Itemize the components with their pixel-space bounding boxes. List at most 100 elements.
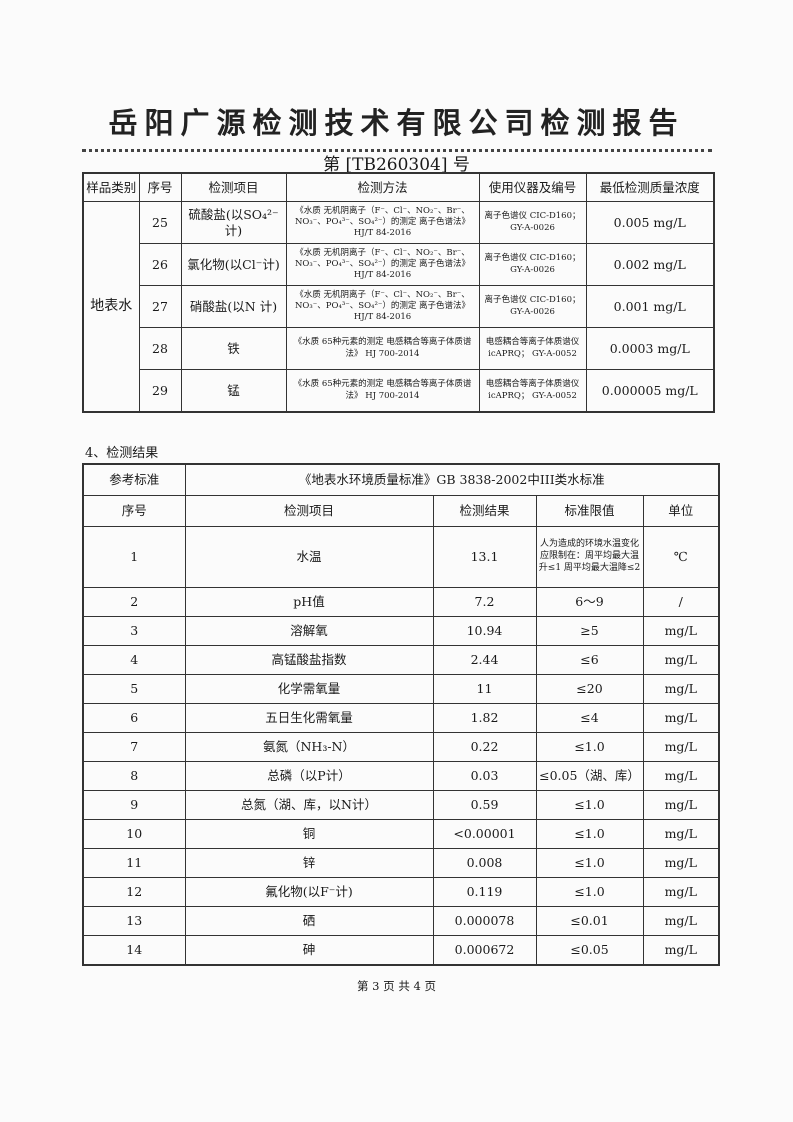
- row-no: 26: [138, 243, 182, 286]
- row-item: 化学需氧量: [184, 674, 434, 704]
- row-item: 五日生化需氧量: [184, 703, 434, 733]
- row-unit: mg/L: [642, 935, 720, 966]
- row-result: 1.82: [432, 703, 537, 733]
- header-cell: 使用仪器及编号: [478, 172, 587, 202]
- row-result: <0.00001: [432, 819, 537, 849]
- page-footer: 第 3 页 共 4 页: [357, 979, 436, 993]
- table-row: 11 锌 0.008 ≤1.0 mg/L: [82, 848, 720, 878]
- row-no: 28: [138, 327, 182, 370]
- row-item: 氟化物(以F⁻计): [184, 877, 434, 907]
- reference-label: 参考标准: [82, 463, 186, 496]
- row-limit: ≤0.05: [535, 935, 644, 966]
- row-unit: ℃: [642, 526, 720, 588]
- row-item: 硫酸盐(以SO₄²⁻计): [180, 201, 287, 244]
- table-row: 13 硒 0.000078 ≤0.01 mg/L: [82, 906, 720, 936]
- row-limit: 0.000005 mg/L: [585, 369, 715, 413]
- row-result: 0.03: [432, 761, 537, 791]
- table-row: 3 溶解氧 10.94 ≥5 mg/L: [82, 616, 720, 646]
- table-row: 10 铜 <0.00001 ≤1.0 mg/L: [82, 819, 720, 849]
- reference-row: 参考标准 《地表水环境质量标准》GB 3838-2002中III类水标准: [82, 463, 720, 496]
- table-row: 4 高锰酸盐指数 2.44 ≤6 mg/L: [82, 645, 720, 675]
- row-no: 8: [82, 761, 186, 791]
- row-unit: mg/L: [642, 790, 720, 820]
- row-item: 硝酸盐(以N 计): [180, 285, 287, 328]
- row-no: 3: [82, 616, 186, 646]
- row-limit: 人为造成的环境水温变化应限制在：周平均最大温升≤1 周平均最大温降≤2: [535, 526, 644, 588]
- report-number: 第 [TB260304] 号: [323, 155, 470, 175]
- table-row: 5 化学需氧量 11 ≤20 mg/L: [82, 674, 720, 704]
- dotted-divider: [82, 149, 712, 152]
- row-no: 25: [138, 201, 182, 244]
- table-row: 29 锰 《水质 65种元素的测定 电感耦合等离子体质谱法》 HJ 700-20…: [83, 369, 715, 413]
- row-item: 硒: [184, 906, 434, 936]
- header-cell: 检测项目: [180, 172, 287, 202]
- row-unit: mg/L: [642, 645, 720, 675]
- header-cell: 检测项目: [184, 495, 434, 527]
- table-row: 地表水 25 硫酸盐(以SO₄²⁻计) 《水质 无机阴离子（F⁻、Cl⁻、NO₂…: [82, 201, 715, 413]
- header-cell: 检测结果: [432, 495, 537, 527]
- row-no: 12: [82, 877, 186, 907]
- header-cell: 样品类别: [82, 172, 140, 202]
- row-method: 《水质 无机阴离子（F⁻、Cl⁻、NO₂⁻、Br⁻、NO₃⁻、PO₄³⁻、SO₄…: [285, 201, 480, 244]
- row-limit: ≥5: [535, 616, 644, 646]
- sample-type: 地表水: [82, 201, 140, 413]
- row-unit: mg/L: [642, 848, 720, 878]
- row-result: 0.119: [432, 877, 537, 907]
- reference-standard: 《地表水环境质量标准》GB 3838-2002中III类水标准: [184, 463, 720, 496]
- row-result: 11: [432, 674, 537, 704]
- row-item: 水温: [184, 526, 434, 588]
- method-table: 样品类别 序号 检测项目 检测方法 使用仪器及编号 最低检测质量浓度 地表水 2…: [82, 172, 715, 413]
- row-result: 0.008: [432, 848, 537, 878]
- row-limit: 0.001 mg/L: [585, 285, 715, 328]
- table-row: 28 铁 《水质 65种元素的测定 电感耦合等离子体质谱法》 HJ 700-20…: [83, 327, 715, 370]
- row-item: 铜: [184, 819, 434, 849]
- header-cell: 序号: [138, 172, 182, 202]
- row-item: 高锰酸盐指数: [184, 645, 434, 675]
- result-table-header: 序号 检测项目 检测结果 标准限值 单位: [82, 495, 720, 527]
- result-table: 参考标准 《地表水环境质量标准》GB 3838-2002中III类水标准 序号 …: [82, 463, 720, 966]
- row-unit: mg/L: [642, 674, 720, 704]
- row-limit: ≤20: [535, 674, 644, 704]
- row-no: 7: [82, 732, 186, 762]
- row-unit: /: [642, 587, 720, 617]
- row-item: 总氮（湖、库，以N计）: [184, 790, 434, 820]
- row-no: 13: [82, 906, 186, 936]
- header-cell: 最低检测质量浓度: [585, 172, 715, 202]
- row-result: 7.2: [432, 587, 537, 617]
- row-limit: ≤0.01: [535, 906, 644, 936]
- row-no: 2: [82, 587, 186, 617]
- report-title: 岳阳广源检测技术有限公司检测报告: [108, 106, 685, 140]
- row-instrument: 离子色谱仪 CIC-D160； GY-A-0026: [478, 243, 587, 286]
- row-no: 4: [82, 645, 186, 675]
- row-unit: mg/L: [642, 616, 720, 646]
- row-limit: ≤1.0: [535, 790, 644, 820]
- row-instrument: 电感耦合等离子体质谱仪icAPRQ； GY-A-0052: [478, 369, 587, 413]
- row-no: 9: [82, 790, 186, 820]
- row-unit: mg/L: [642, 732, 720, 762]
- row-instrument: 离子色谱仪 CIC-D160； GY-A-0026: [478, 201, 587, 244]
- row-item: pH值: [184, 587, 434, 617]
- row-unit: mg/L: [642, 819, 720, 849]
- row-item: 总磷（以P计）: [184, 761, 434, 791]
- row-method: 《水质 65种元素的测定 电感耦合等离子体质谱法》 HJ 700-2014: [285, 369, 480, 413]
- row-instrument: 离子色谱仪 CIC-D160； GY-A-0026: [478, 285, 587, 328]
- row-unit: mg/L: [642, 761, 720, 791]
- row-result: 13.1: [432, 526, 537, 588]
- header-cell: 单位: [642, 495, 720, 527]
- row-limit: ≤6: [535, 645, 644, 675]
- row-method: 《水质 65种元素的测定 电感耦合等离子体质谱法》 HJ 700-2014: [285, 327, 480, 370]
- header-cell: 检测方法: [285, 172, 480, 202]
- row-item: 铁: [180, 327, 287, 370]
- row-result: 2.44: [432, 645, 537, 675]
- row-limit: ≤1.0: [535, 819, 644, 849]
- table-row: 27 硝酸盐(以N 计) 《水质 无机阴离子（F⁻、Cl⁻、NO₂⁻、Br⁻、N…: [83, 285, 715, 328]
- table-row: 2 pH值 7.2 6～9/: [82, 587, 720, 617]
- section-title: 4、检测结果: [85, 446, 159, 461]
- row-method: 《水质 无机阴离子（F⁻、Cl⁻、NO₂⁻、Br⁻、NO₃⁻、PO₄³⁻、SO₄…: [285, 243, 480, 286]
- row-unit: mg/L: [642, 703, 720, 733]
- row-no: 10: [82, 819, 186, 849]
- row-item: 砷: [184, 935, 434, 966]
- row-no: 27: [138, 285, 182, 328]
- row-no: 6: [82, 703, 186, 733]
- row-result: 10.94: [432, 616, 537, 646]
